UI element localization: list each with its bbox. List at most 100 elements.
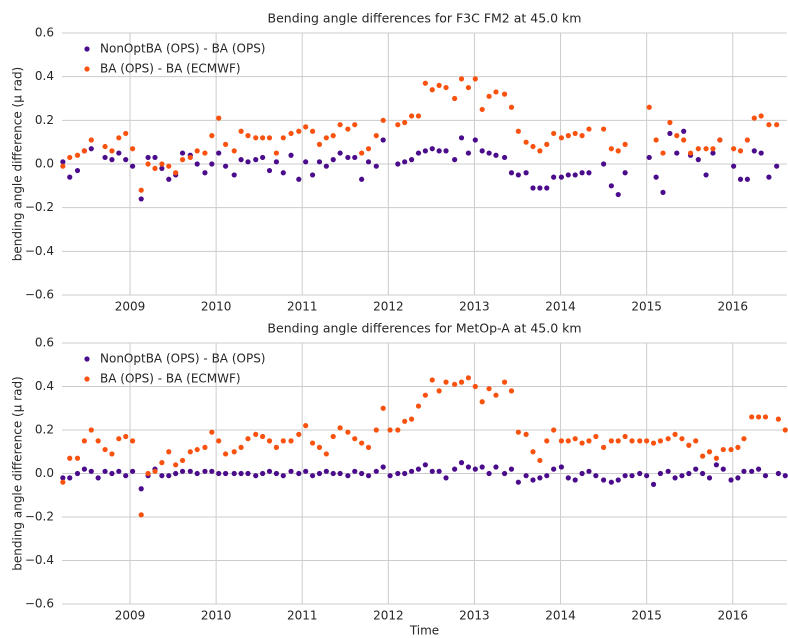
point: [486, 470, 492, 477]
x-tick-label: 2009: [115, 609, 146, 623]
point: [544, 185, 550, 191]
y-axis-label: bending angle difference (μ rad): [11, 67, 25, 261]
point: [600, 477, 607, 483]
point: [303, 124, 309, 130]
point: [572, 172, 578, 178]
point: [81, 148, 87, 154]
point: [273, 150, 280, 156]
point: [501, 379, 508, 385]
point: [222, 470, 229, 477]
point: [102, 468, 108, 474]
point: [737, 176, 744, 182]
point: [280, 438, 286, 444]
legend-label: BA (OPS) - BA (ECMWF): [100, 372, 241, 386]
point: [608, 146, 614, 152]
point: [345, 473, 351, 479]
point: [395, 470, 401, 477]
point: [408, 416, 415, 422]
point: [443, 84, 449, 91]
point: [402, 470, 408, 477]
point: [600, 126, 607, 132]
x-tick-label: 2015: [631, 300, 662, 314]
point: [216, 438, 222, 444]
point: [337, 470, 343, 477]
point: [452, 381, 458, 387]
point: [436, 82, 442, 88]
point: [558, 438, 565, 444]
point: [436, 468, 442, 474]
point: [296, 470, 302, 477]
point: [88, 427, 94, 433]
point: [458, 76, 465, 82]
point: [116, 135, 122, 141]
point: [650, 481, 657, 487]
point: [774, 163, 780, 169]
point: [735, 475, 741, 481]
point: [159, 473, 165, 479]
point: [650, 440, 657, 446]
point: [565, 172, 571, 178]
point: [782, 473, 788, 479]
point: [672, 431, 678, 437]
point: [380, 137, 386, 143]
point: [472, 76, 478, 82]
y-tick-label: 0.0: [35, 157, 54, 171]
point: [537, 185, 543, 191]
point: [674, 133, 680, 139]
point: [380, 117, 386, 123]
point: [706, 449, 713, 455]
point: [408, 468, 415, 474]
point: [508, 388, 515, 394]
x-tick-label: 2012: [373, 300, 404, 314]
point: [508, 466, 515, 472]
point: [674, 150, 680, 156]
point: [238, 470, 244, 477]
point: [187, 154, 193, 161]
point: [102, 446, 108, 453]
point: [537, 475, 543, 481]
point: [679, 473, 685, 479]
point: [130, 146, 136, 152]
x-tick-label: 2011: [287, 609, 318, 623]
point: [387, 427, 393, 433]
point: [273, 470, 280, 477]
point: [657, 470, 664, 477]
point: [216, 150, 222, 156]
point: [309, 440, 316, 446]
y-tick-label: 0.4: [35, 69, 54, 83]
point: [352, 154, 358, 161]
point: [479, 148, 485, 154]
point: [337, 425, 343, 431]
point: [81, 438, 87, 444]
point: [209, 468, 215, 474]
point: [130, 163, 136, 169]
point: [67, 455, 73, 461]
point: [323, 135, 329, 141]
point: [493, 152, 499, 158]
point: [296, 128, 302, 134]
point: [88, 137, 94, 143]
point: [429, 146, 435, 152]
point: [273, 444, 280, 450]
point: [758, 113, 764, 119]
point: [579, 440, 585, 446]
point: [472, 466, 478, 472]
point: [479, 399, 485, 405]
point: [231, 449, 237, 455]
point: [365, 159, 372, 165]
legend-marker: [84, 46, 90, 52]
point: [728, 446, 734, 453]
point: [720, 446, 726, 453]
point: [706, 475, 713, 481]
point: [501, 91, 508, 97]
point: [751, 115, 757, 121]
point: [493, 392, 499, 398]
y-tick-label: 0.2: [35, 113, 54, 127]
point: [74, 470, 81, 477]
point: [703, 146, 709, 152]
point: [622, 433, 628, 440]
point: [508, 170, 515, 176]
point: [558, 174, 565, 180]
point: [179, 457, 186, 464]
